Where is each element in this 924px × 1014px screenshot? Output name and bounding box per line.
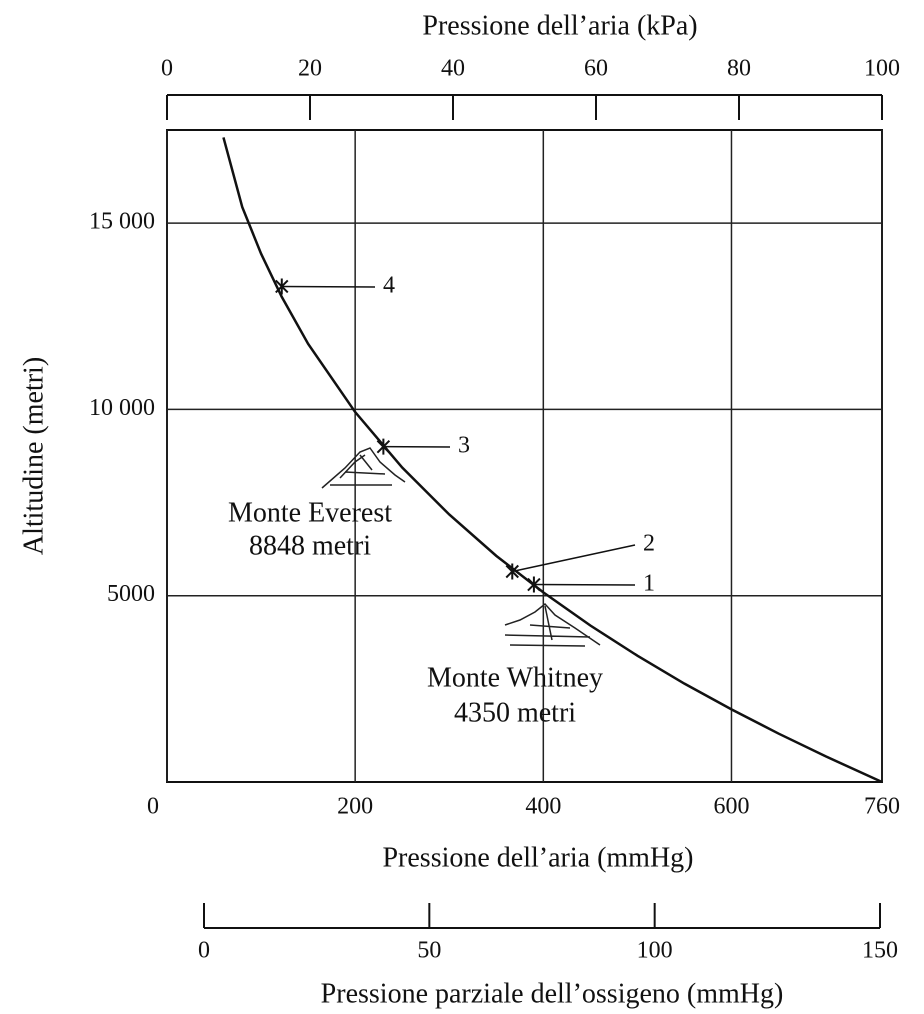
leader-line (512, 544, 636, 573)
annotation: Monte Everest (228, 497, 392, 528)
point-label: 2 (643, 531, 655, 557)
point-marker (527, 576, 541, 593)
curve (222, 137, 883, 784)
top-tick-label: 0 (161, 56, 173, 82)
everest-sketch (321, 447, 406, 489)
point-label: 3 (458, 433, 470, 459)
y-tick-label: 5000 (107, 581, 155, 607)
top-tick-label: 20 (298, 56, 322, 82)
top-axis-title: Pressione dell’aria (kPa) (422, 10, 697, 41)
y-tick-label: 10 000 (89, 395, 155, 421)
x-tick-label: 600 (713, 794, 749, 820)
top-tick-label: 40 (441, 56, 465, 82)
x-tick-label: 0 (147, 794, 159, 820)
top-tick-label: 100 (864, 56, 900, 82)
oxygen-tick-label: 150 (862, 938, 898, 964)
point-marker (505, 563, 519, 580)
top-tick-label: 60 (584, 56, 608, 82)
annotation: 4350 metri (454, 697, 576, 728)
point-marker (376, 438, 391, 455)
leader-line (281, 285, 376, 288)
y-axis-title: Altitudine (metri) (18, 357, 49, 555)
point-label: 1 (643, 571, 655, 597)
oxygen-tick-label: 50 (417, 938, 441, 964)
x-tick-label: 200 (337, 794, 373, 820)
x-axis-title: Pressione dell’aria (mmHg) (382, 842, 693, 873)
whitney-sketch (504, 602, 601, 647)
point-label: 4 (383, 273, 395, 299)
x-tick-label: 760 (864, 794, 900, 820)
y-tick-label: 15 000 (89, 209, 155, 235)
oxygen-tick-label: 0 (198, 938, 210, 964)
oxygen-axis-title: Pressione parziale dell’ossigeno (mmHg) (321, 978, 784, 1009)
point-marker (275, 278, 289, 295)
top-tick-label: 80 (727, 56, 751, 82)
x-tick-label: 400 (525, 794, 561, 820)
annotation: Monte Whitney (427, 662, 603, 693)
annotation: 8848 metri (249, 530, 371, 561)
oxygen-tick-label: 100 (637, 938, 673, 964)
